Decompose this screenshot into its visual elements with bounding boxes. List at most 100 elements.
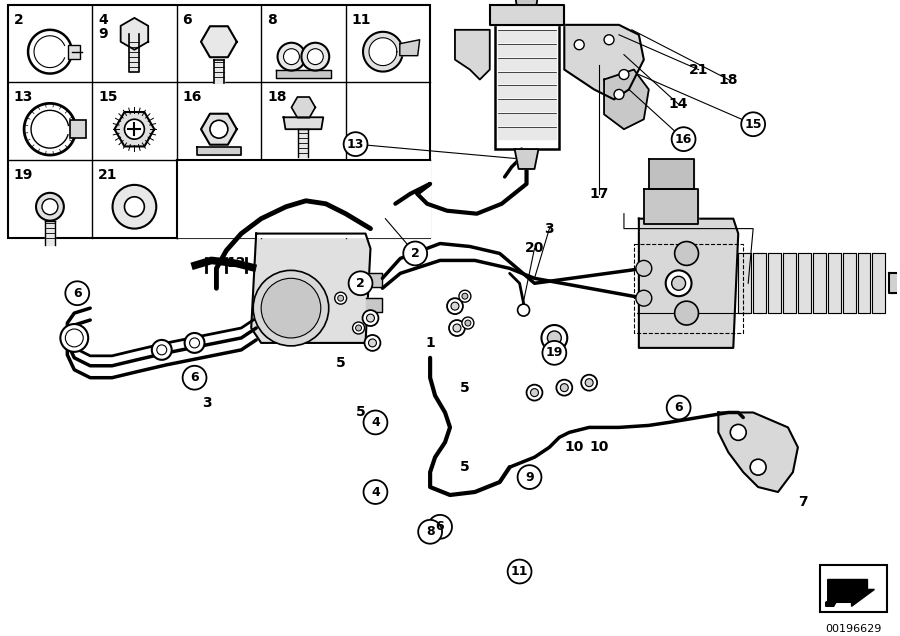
Polygon shape: [365, 273, 382, 287]
Circle shape: [308, 49, 323, 65]
Circle shape: [671, 276, 686, 290]
Circle shape: [547, 331, 562, 345]
Text: 4: 4: [371, 416, 380, 429]
Circle shape: [428, 515, 452, 539]
Bar: [634, 244, 743, 333]
Circle shape: [253, 270, 328, 346]
Polygon shape: [490, 5, 564, 25]
Polygon shape: [201, 114, 237, 145]
Circle shape: [344, 132, 367, 156]
Circle shape: [751, 459, 766, 475]
Text: 2: 2: [14, 13, 23, 27]
Bar: [70, 120, 86, 138]
Circle shape: [366, 314, 374, 322]
Circle shape: [465, 320, 471, 326]
Circle shape: [581, 375, 597, 391]
Polygon shape: [889, 273, 900, 293]
Text: 9: 9: [526, 471, 534, 483]
Text: 13: 13: [14, 90, 33, 104]
Polygon shape: [644, 189, 698, 224]
Text: 8: 8: [426, 525, 435, 538]
Polygon shape: [604, 69, 649, 129]
Text: 15: 15: [98, 90, 118, 104]
Text: 2: 2: [410, 247, 419, 260]
Circle shape: [667, 396, 690, 420]
Text: 6: 6: [183, 13, 193, 27]
Circle shape: [210, 120, 228, 138]
Circle shape: [364, 480, 387, 504]
Text: 16: 16: [675, 133, 692, 146]
Circle shape: [277, 294, 305, 322]
Circle shape: [614, 90, 624, 99]
Polygon shape: [639, 219, 738, 348]
Circle shape: [363, 310, 378, 326]
Polygon shape: [515, 0, 538, 5]
Circle shape: [356, 325, 362, 331]
Circle shape: [671, 127, 696, 151]
Circle shape: [364, 410, 387, 434]
Text: 8: 8: [267, 13, 277, 27]
Circle shape: [269, 286, 313, 330]
Bar: [8, 5, 430, 238]
Polygon shape: [718, 413, 798, 492]
Circle shape: [526, 385, 543, 401]
Circle shape: [604, 35, 614, 45]
Circle shape: [124, 197, 144, 217]
Circle shape: [183, 366, 206, 390]
Polygon shape: [498, 99, 556, 111]
Circle shape: [124, 120, 144, 139]
Polygon shape: [828, 579, 875, 606]
Text: 21: 21: [688, 62, 708, 76]
Circle shape: [542, 325, 567, 351]
Circle shape: [518, 465, 542, 489]
Polygon shape: [214, 60, 224, 83]
Text: 15: 15: [744, 118, 762, 131]
Polygon shape: [515, 149, 538, 169]
Polygon shape: [299, 129, 309, 157]
Polygon shape: [825, 592, 842, 606]
Text: 3: 3: [202, 396, 211, 410]
Text: 11: 11: [511, 565, 528, 578]
Text: 2: 2: [356, 277, 365, 290]
Circle shape: [284, 49, 300, 65]
Circle shape: [368, 339, 376, 347]
Text: 4: 4: [371, 485, 380, 499]
Polygon shape: [114, 112, 154, 146]
Polygon shape: [498, 85, 556, 97]
Circle shape: [287, 330, 295, 338]
Polygon shape: [783, 254, 796, 313]
Polygon shape: [813, 254, 825, 313]
Polygon shape: [828, 254, 841, 313]
Polygon shape: [564, 25, 643, 99]
Circle shape: [518, 304, 529, 316]
Circle shape: [261, 279, 320, 338]
Circle shape: [66, 281, 89, 305]
Text: 10: 10: [590, 440, 608, 454]
Text: 3: 3: [544, 221, 554, 235]
Polygon shape: [498, 58, 556, 69]
Circle shape: [348, 272, 373, 295]
Text: 16: 16: [183, 90, 202, 104]
Polygon shape: [858, 254, 870, 313]
Circle shape: [364, 335, 381, 351]
Text: 6: 6: [73, 287, 82, 300]
Text: 5: 5: [336, 356, 346, 370]
Polygon shape: [649, 159, 694, 189]
Text: 5: 5: [460, 380, 470, 395]
Bar: [68, 45, 80, 59]
Polygon shape: [369, 38, 397, 66]
Polygon shape: [400, 40, 419, 56]
Circle shape: [277, 43, 305, 71]
Polygon shape: [251, 233, 371, 343]
Text: 00196629: 00196629: [825, 624, 882, 634]
Polygon shape: [455, 30, 490, 80]
Circle shape: [313, 304, 320, 312]
Circle shape: [302, 43, 329, 71]
Polygon shape: [365, 298, 382, 312]
Text: 19: 19: [545, 347, 563, 359]
Text: 6: 6: [436, 520, 445, 534]
Text: 12: 12: [227, 256, 246, 270]
Text: 10: 10: [564, 440, 584, 454]
Circle shape: [585, 378, 593, 387]
Text: 20: 20: [525, 242, 544, 256]
